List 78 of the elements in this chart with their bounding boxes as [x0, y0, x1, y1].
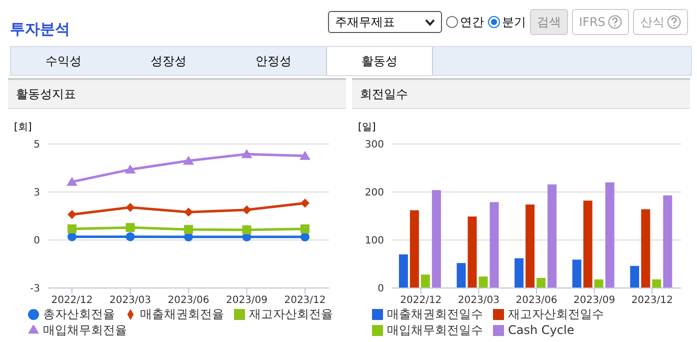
point: [126, 232, 135, 242]
bar: [605, 182, 614, 288]
point: [242, 205, 252, 214]
text: 분기: [501, 14, 526, 30]
point: [184, 208, 193, 217]
bar: [526, 204, 535, 288]
bar: [420, 274, 430, 288]
bar: [536, 278, 546, 288]
bar: [490, 202, 499, 288]
bar: [514, 258, 524, 288]
y-tick-label: 0: [34, 236, 40, 247]
x-tick-label: 2023/12: [284, 295, 326, 306]
point: [124, 164, 136, 174]
y-tick-label: -3: [30, 284, 40, 295]
bar: [652, 279, 662, 288]
bar: [432, 190, 441, 288]
text: 연간: [459, 14, 484, 30]
x-tick-label: 2023/03: [109, 295, 152, 306]
y-tick-label: 5: [34, 140, 40, 151]
text: 성장성: [150, 53, 188, 70]
point: [68, 210, 76, 219]
y-tick-label: 200: [364, 188, 384, 199]
legend-label: 총자산회전율: [43, 307, 115, 321]
bar: [548, 184, 557, 288]
text: 검색: [530, 9, 568, 35]
text: 안정성: [254, 53, 292, 70]
point: [126, 202, 135, 212]
point: [242, 225, 252, 234]
x-tick-label: 2023/09: [226, 295, 268, 306]
bar: [583, 200, 592, 288]
bar: [468, 216, 477, 288]
x-tick-label: 2022/12: [400, 295, 442, 306]
x-tick-label: 2023/09: [574, 295, 616, 306]
text: 활동성: [326, 47, 433, 75]
legend-label: Cash Cycle: [508, 323, 574, 337]
bar: [478, 276, 488, 288]
text: 투자분석: [10, 20, 70, 39]
point: [183, 156, 194, 165]
bar: [410, 210, 419, 288]
legend-label: 매출채권회전일수: [387, 307, 483, 321]
bar: [456, 263, 466, 288]
x-tick-label: 2023/06: [168, 295, 210, 306]
x-tick-label: 2023/03: [458, 295, 500, 306]
y-tick-label: 300: [364, 140, 384, 151]
text: 산식: [633, 9, 688, 35]
legend-label: 매입채무회전일수: [387, 323, 483, 337]
y-tick-label: 100: [364, 236, 384, 247]
legend-label: 매출채권회전율: [140, 307, 224, 321]
y-axis-title: [회]: [14, 121, 32, 134]
y-tick-label: 0: [378, 284, 384, 295]
bar: [641, 209, 650, 288]
x-tick-label: 2023/06: [516, 295, 558, 306]
point: [66, 176, 78, 186]
legend-label: 재고자산회전일수: [508, 307, 604, 321]
bar: [594, 279, 604, 288]
point: [300, 232, 310, 242]
bar: [398, 254, 408, 288]
bar: [630, 266, 640, 288]
bar: [572, 260, 582, 288]
point: [300, 224, 310, 234]
y-axis-title: [일]: [358, 121, 376, 134]
chart-title: 회전일수: [352, 80, 690, 109]
text: 수익성: [44, 53, 82, 70]
point: [241, 149, 252, 158]
legend-label: 매입채무회전율: [43, 323, 127, 337]
bar: [663, 195, 672, 288]
point: [126, 223, 135, 232]
text: IFRS: [572, 9, 630, 35]
point: [68, 224, 76, 234]
dropdown-field: 주재무제표: [328, 11, 442, 33]
x-tick-label: 2023/12: [631, 295, 673, 306]
x-tick-label: 2022/12: [51, 295, 93, 306]
chart-title: 활동성지표: [8, 80, 346, 109]
y-tick-label: 3: [34, 188, 40, 199]
point: [184, 224, 193, 234]
point: [300, 150, 310, 160]
legend-label: 재고자산회전율: [249, 307, 333, 321]
point: [300, 198, 310, 208]
